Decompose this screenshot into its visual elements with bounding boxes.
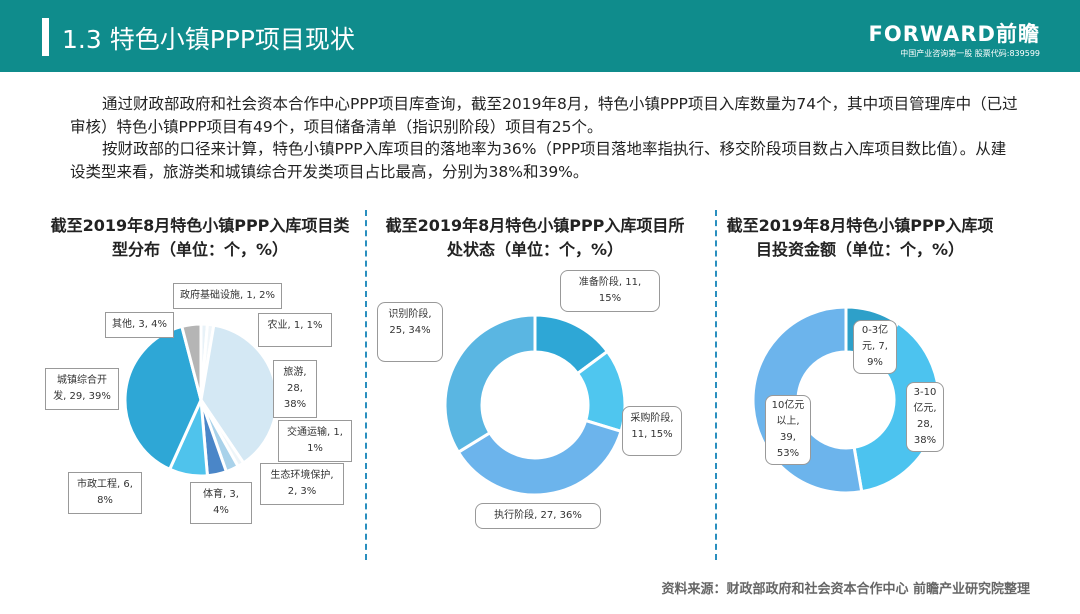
data-label: 3-10亿元, 28, 38%: [906, 382, 944, 452]
slice-执行阶段: [456, 418, 623, 497]
source-note: 资料来源：财政部政府和社会资本合作中心 前瞻产业研究院整理: [661, 582, 1030, 597]
chart-title: 截至2019年8月特色小镇PPP入库项目投资金额（单位：个，%）: [726, 216, 994, 259]
data-label: 农业, 1, 1%: [258, 313, 332, 347]
logo-subtitle: 中国产业咨询第一股 股票代码:839599: [900, 49, 1040, 58]
intro-paragraph: 按财政部的口径来计算，特色小镇PPP入库项目的落地率为36%（PPP项目落地率指…: [70, 140, 1007, 181]
logo-text: FORWARD前瞻: [868, 22, 1040, 46]
data-label: 其他, 3, 4%: [105, 312, 174, 338]
data-label: 生态环境保护, 2, 3%: [260, 463, 344, 505]
chart-title: 截至2019年8月特色小镇PPP入库项目所处状态（单位：个，%）: [385, 216, 685, 259]
slice-识别阶段: [443, 313, 537, 455]
data-label: 0-3亿元, 7, 9%: [853, 320, 897, 374]
data-label: 城镇综合开发, 29, 39%: [45, 368, 119, 410]
data-label: 政府基础设施, 1, 2%: [173, 283, 282, 309]
data-label: 旅游, 28, 38%: [273, 360, 317, 418]
divider: [365, 210, 367, 560]
divider: [715, 210, 717, 560]
logo: FORWARD前瞻 中国产业咨询第一股 股票代码:839599: [869, 18, 1040, 59]
data-label: 市政工程, 6, 8%: [68, 472, 142, 514]
data-label: 准备阶段, 11, 15%: [560, 270, 660, 312]
header-bar: 1.3 特色小镇PPP项目现状 FORWARD前瞻 中国产业咨询第一股 股票代码…: [0, 0, 1080, 72]
slice-其他: [180, 322, 203, 401]
data-label: 交通运输, 1, 1%: [278, 420, 352, 462]
chart-title: 截至2019年8月特色小镇PPP入库项目类型分布（单位：个，%）: [50, 216, 350, 259]
data-label: 10亿元以上, 39, 53%: [765, 395, 811, 465]
data-label: 体育, 3, 4%: [190, 482, 252, 524]
intro-paragraph: 通过财政部政府和社会资本合作中心PPP项目库查询，截至2019年8月，特色小镇P…: [70, 95, 1018, 136]
data-label: 执行阶段, 27, 36%: [475, 503, 601, 529]
page-title: 1.3 特色小镇PPP项目现状: [62, 25, 355, 54]
intro-text: 通过财政部政府和社会资本合作中心PPP项目库查询，截至2019年8月，特色小镇P…: [70, 93, 1020, 183]
data-label: 识别阶段, 25, 34%: [377, 302, 443, 362]
data-label: 采购阶段, 11, 15%: [622, 406, 682, 456]
title-accent-bar: [42, 18, 49, 56]
